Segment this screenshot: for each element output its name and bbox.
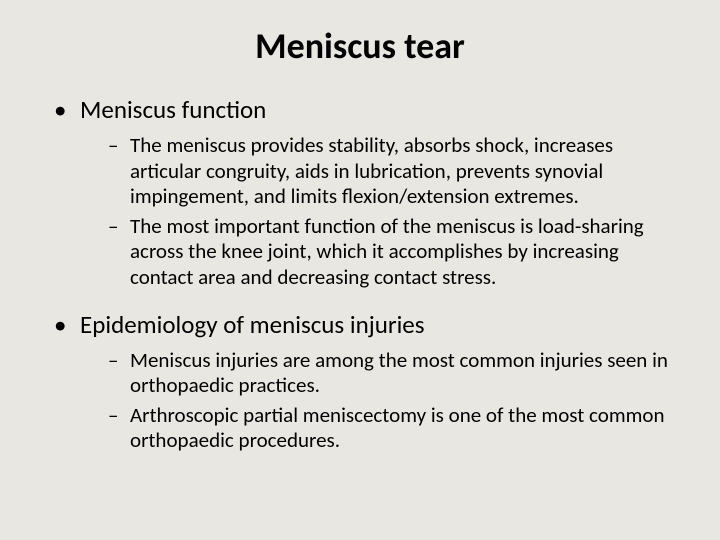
sub-bullet-text: Arthroscopic partial meniscectomy is one… [130, 402, 664, 454]
sub-bullet-item: The most important function of the menis… [108, 214, 684, 291]
sub-bullet-text: The meniscus provides stability, absorbs… [130, 132, 613, 209]
sub-bullet-list: The meniscus provides stability, absorbs… [80, 133, 684, 291]
sub-bullet-item: The meniscus provides stability, absorbs… [108, 133, 684, 210]
bullet-item: Meniscus function The meniscus provides … [54, 94, 684, 291]
sub-bullet-item: Meniscus injuries are among the most com… [108, 348, 684, 399]
bullet-text: Meniscus function [80, 94, 266, 125]
sub-bullet-list: Meniscus injuries are among the most com… [80, 348, 684, 454]
slide-title: Meniscus tear [36, 24, 684, 68]
sub-bullet-item: Arthroscopic partial meniscectomy is one… [108, 403, 684, 454]
sub-bullet-text: The most important function of the menis… [130, 213, 644, 290]
bullet-item: Epidemiology of meniscus injuries Menisc… [54, 309, 684, 454]
sub-bullet-text: Meniscus injuries are among the most com… [130, 347, 668, 399]
bullet-list: Meniscus function The meniscus provides … [36, 94, 684, 454]
slide: Meniscus tear Meniscus function The meni… [0, 0, 720, 540]
bullet-text: Epidemiology of meniscus injuries [80, 309, 425, 340]
